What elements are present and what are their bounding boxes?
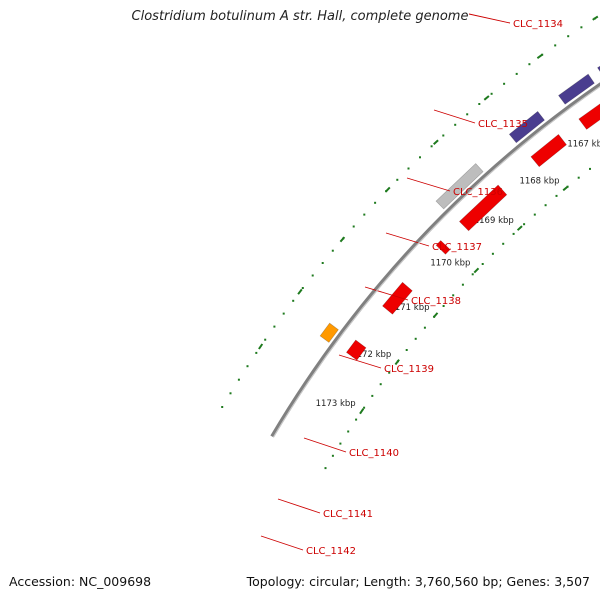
ruler-dot: [491, 93, 493, 95]
gene-labels: CLC_1134CLC_1135CLC_1136CLC_1137CLC_1138…: [261, 14, 563, 557]
ruler-dot: [492, 253, 494, 255]
ruler-dot: [466, 113, 468, 115]
ruler-dot: [415, 338, 417, 340]
gene-label[interactable]: CLC_1138: [411, 296, 461, 307]
dotted-ruler-rings: [221, 18, 600, 470]
kbp-tick-label: 1167 kbp: [567, 139, 600, 149]
ruler-dot: [325, 467, 327, 469]
ruler-dot: [431, 145, 433, 147]
ruler-dot: [363, 407, 365, 409]
ruler-dot: [482, 263, 484, 265]
genome-backbone: [272, 0, 600, 436]
ruler-dot: [567, 35, 569, 37]
ruler-dot: [396, 179, 398, 181]
ruler-dot: [283, 313, 285, 315]
map-title: Clostridium botulinum A str. Hall, compl…: [0, 9, 600, 24]
ruler-dot: [478, 103, 480, 105]
ruler-dot: [312, 275, 314, 277]
kbp-tick-label: 1170 kbp: [430, 259, 470, 269]
kbp-tick-mark: [360, 409, 363, 414]
outer-tick-mark: [537, 55, 542, 59]
ruler-dot: [408, 168, 410, 170]
gene-label[interactable]: CLC_1135: [478, 119, 528, 130]
ruler-dot: [424, 327, 426, 329]
ruler-dot: [374, 202, 376, 204]
gene-label[interactable]: CLC_1142: [306, 546, 356, 557]
gene-label[interactable]: CLC_1137: [432, 242, 482, 253]
gene-leader-line: [407, 178, 450, 191]
ruler-dot: [264, 339, 266, 341]
ruler-dot: [513, 233, 515, 235]
ruler-dot: [442, 135, 444, 137]
ruler-dot: [580, 26, 582, 28]
ruler-dot: [322, 262, 324, 264]
gene-label[interactable]: CLC_1136: [453, 187, 503, 198]
kbp-tick-mark: [518, 226, 522, 230]
gene-label[interactable]: CLC_1141: [323, 509, 373, 520]
ruler-dot: [363, 214, 365, 216]
kbp-tick-mark: [563, 187, 568, 191]
ruler-dot: [347, 431, 349, 433]
gene-leader-line: [278, 499, 320, 513]
ruler-dot: [380, 383, 382, 385]
ruler-dot: [255, 352, 257, 354]
ruler-dot: [355, 419, 357, 421]
kbp-tick-mark: [434, 313, 438, 318]
ruler-dot: [528, 63, 530, 65]
gene-block-inner[interactable]: [531, 134, 567, 166]
gene-leader-line: [434, 110, 475, 123]
ruler-dot: [406, 349, 408, 351]
accession-text: Accession: NC_009698: [9, 574, 151, 589]
ruler-dot: [332, 455, 334, 457]
ruler-dot: [292, 300, 294, 302]
ruler-dot: [516, 73, 518, 75]
outer-tick-mark: [386, 187, 390, 191]
ruler-dot: [238, 379, 240, 381]
gene-label[interactable]: CLC_1140: [349, 448, 399, 459]
ruler-dot: [332, 250, 334, 252]
ruler-dot: [578, 177, 580, 179]
gene-leader-line: [304, 438, 346, 452]
gene-label[interactable]: CLC_1139: [384, 364, 434, 375]
ruler-dot: [371, 395, 373, 397]
ruler-dot: [554, 44, 556, 46]
outer-tick-mark: [298, 289, 302, 294]
ruler-dot: [419, 156, 421, 158]
ruler-dot: [545, 204, 547, 206]
kbp-tick-mark: [474, 268, 478, 272]
ruler-dot: [353, 226, 355, 228]
outer-tick-mark: [259, 344, 262, 349]
ruler-dot: [502, 243, 504, 245]
kbp-tick-label: 1173 kbp: [316, 399, 356, 409]
ruler-dot: [472, 273, 474, 275]
ruler-dot: [221, 406, 223, 408]
ruler-dot: [589, 168, 591, 170]
ruler-dot: [503, 83, 505, 85]
outer-tick-mark: [434, 140, 438, 144]
ruler-dot: [302, 287, 304, 289]
gene-leader-line: [261, 536, 303, 550]
ruler-dot: [534, 214, 536, 216]
outer-tick-mark: [484, 96, 489, 100]
backbone-highlight: [273, 0, 600, 437]
ruler-dot: [273, 326, 275, 328]
ruler-dot: [454, 124, 456, 126]
genome-summary-text: Topology: circular; Length: 3,760,560 bp…: [247, 574, 590, 589]
kbp-tick-label: 1168 kbp: [519, 176, 559, 186]
ruler-dot: [247, 365, 249, 367]
ruler-dot: [556, 195, 558, 197]
gene-block-inner[interactable]: [579, 98, 600, 129]
ruler-dot: [230, 392, 232, 394]
ruler-dot: [462, 284, 464, 286]
ruler-dot: [523, 223, 525, 225]
ruler-dot: [339, 443, 341, 445]
